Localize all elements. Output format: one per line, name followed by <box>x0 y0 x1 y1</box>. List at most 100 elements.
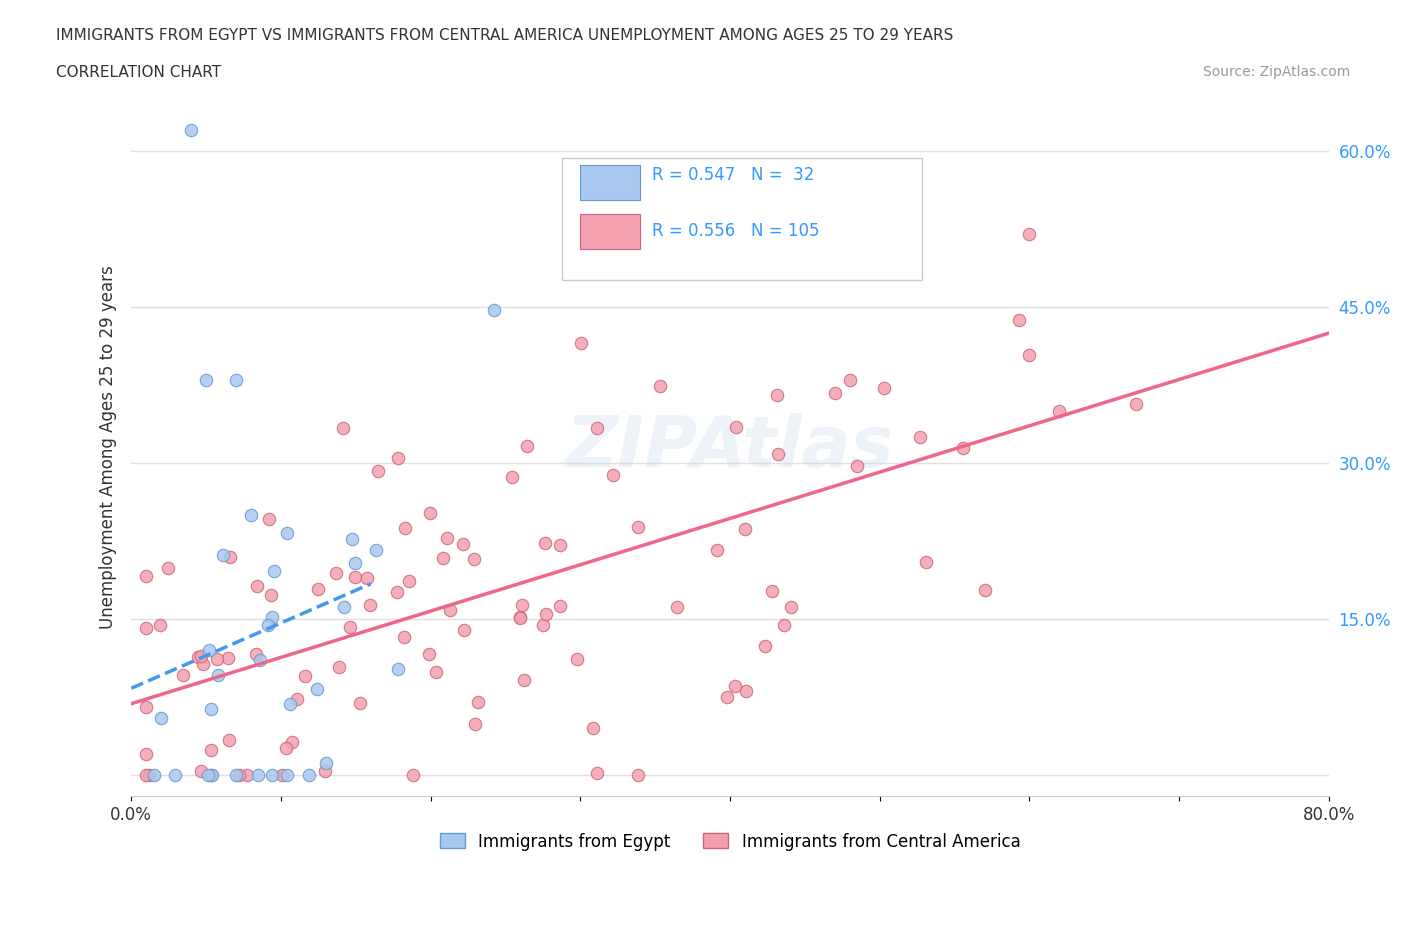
Point <box>200 767 222 782</box>
Point <box>1008 312 1031 327</box>
Point <box>236 767 259 782</box>
Point <box>240 508 263 523</box>
Point <box>257 512 280 526</box>
Point <box>387 450 409 465</box>
Point <box>344 570 367 585</box>
Point <box>780 600 803 615</box>
Point <box>195 372 218 387</box>
Point <box>163 767 186 782</box>
Point <box>246 767 269 782</box>
Text: Source: ZipAtlas.com: Source: ZipAtlas.com <box>1202 65 1350 79</box>
Point <box>565 652 588 667</box>
Point <box>156 560 179 575</box>
Point <box>533 536 555 551</box>
Point <box>516 439 538 454</box>
Point <box>135 568 157 583</box>
Point <box>172 668 194 683</box>
Point <box>509 610 531 625</box>
Point <box>135 620 157 635</box>
Point <box>387 661 409 676</box>
Point <box>200 743 222 758</box>
Point <box>359 598 381 613</box>
Text: R = 0.556   N = 105: R = 0.556 N = 105 <box>652 222 820 240</box>
Point <box>344 556 367 571</box>
FancyBboxPatch shape <box>562 158 921 280</box>
Point <box>315 756 337 771</box>
Point <box>766 387 789 402</box>
Point <box>725 419 748 434</box>
Point <box>307 682 329 697</box>
Text: IMMIGRANTS FROM EGYPT VS IMMIGRANTS FROM CENTRAL AMERICA UNEMPLOYMENT AMONG AGES: IMMIGRANTS FROM EGYPT VS IMMIGRANTS FROM… <box>56 28 953 43</box>
Point <box>364 542 387 557</box>
Point <box>135 699 157 714</box>
Y-axis label: Unemployment Among Ages 25 to 29 years: Unemployment Among Ages 25 to 29 years <box>100 265 117 630</box>
Point <box>734 522 756 537</box>
Point <box>453 622 475 637</box>
Point <box>190 649 212 664</box>
Point <box>342 532 364 547</box>
Point <box>307 582 329 597</box>
Point <box>135 767 157 782</box>
Point <box>734 684 756 699</box>
Point <box>754 639 776 654</box>
FancyBboxPatch shape <box>581 214 640 248</box>
Point <box>205 652 228 667</box>
Point <box>513 672 536 687</box>
Point <box>260 588 283 603</box>
Point <box>201 767 224 782</box>
Text: ZIPAtlas: ZIPAtlas <box>565 413 894 482</box>
Point <box>464 716 486 731</box>
Point <box>510 597 533 612</box>
Point <box>200 702 222 717</box>
FancyBboxPatch shape <box>581 165 640 200</box>
Point <box>367 463 389 478</box>
Point <box>218 733 240 748</box>
Point <box>328 659 350 674</box>
Point <box>973 582 995 597</box>
Point <box>1125 396 1147 411</box>
Point <box>217 650 239 665</box>
Point <box>419 506 441 521</box>
Point <box>467 695 489 710</box>
Point <box>207 668 229 683</box>
Point <box>914 554 936 569</box>
Point <box>952 441 974 456</box>
Point <box>212 548 235 563</box>
Point <box>190 764 212 778</box>
Point <box>602 468 624 483</box>
Text: R = 0.547   N =  32: R = 0.547 N = 32 <box>652 166 814 184</box>
Point <box>648 379 671 393</box>
Point <box>548 598 571 613</box>
Point <box>536 606 558 621</box>
Point <box>838 372 860 387</box>
Point <box>387 585 409 600</box>
Point <box>394 521 416 536</box>
Point <box>1018 227 1040 242</box>
Point <box>138 767 160 782</box>
Point <box>586 765 609 780</box>
Point <box>135 747 157 762</box>
Point <box>569 336 592 351</box>
Point <box>276 767 298 782</box>
Point <box>548 538 571 552</box>
Text: CORRELATION CHART: CORRELATION CHART <box>56 65 221 80</box>
Point <box>666 600 689 615</box>
Point <box>228 767 250 782</box>
Point <box>1047 404 1070 418</box>
Point <box>482 303 505 318</box>
Point <box>398 574 420 589</box>
Point <box>509 610 531 625</box>
Point <box>225 372 247 387</box>
Point <box>349 696 371 711</box>
Point <box>276 740 298 755</box>
Point <box>297 767 319 782</box>
Point <box>218 550 240 565</box>
Point <box>432 551 454 565</box>
Point <box>402 767 425 782</box>
Point <box>225 767 247 782</box>
Point <box>501 470 523 485</box>
Point <box>271 767 294 782</box>
Point <box>451 537 474 551</box>
Point <box>766 446 789 461</box>
Point <box>586 420 609 435</box>
